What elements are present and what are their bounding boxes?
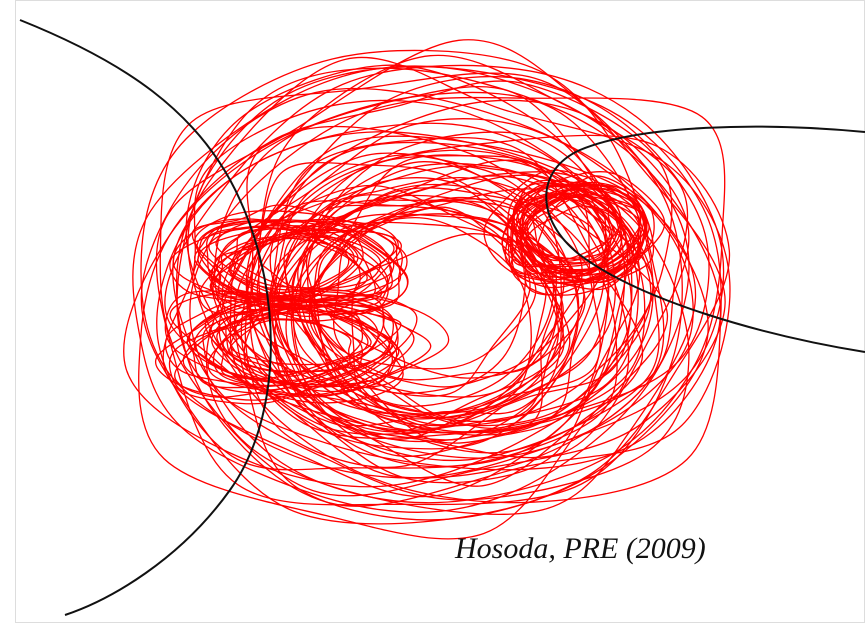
caption: Hosoda, PRE (2009) xyxy=(454,532,706,565)
page: Hosoda, PRE (2009) (() => { const data =… xyxy=(0,0,865,624)
figure: Hosoda, PRE (2009) xyxy=(0,0,865,624)
